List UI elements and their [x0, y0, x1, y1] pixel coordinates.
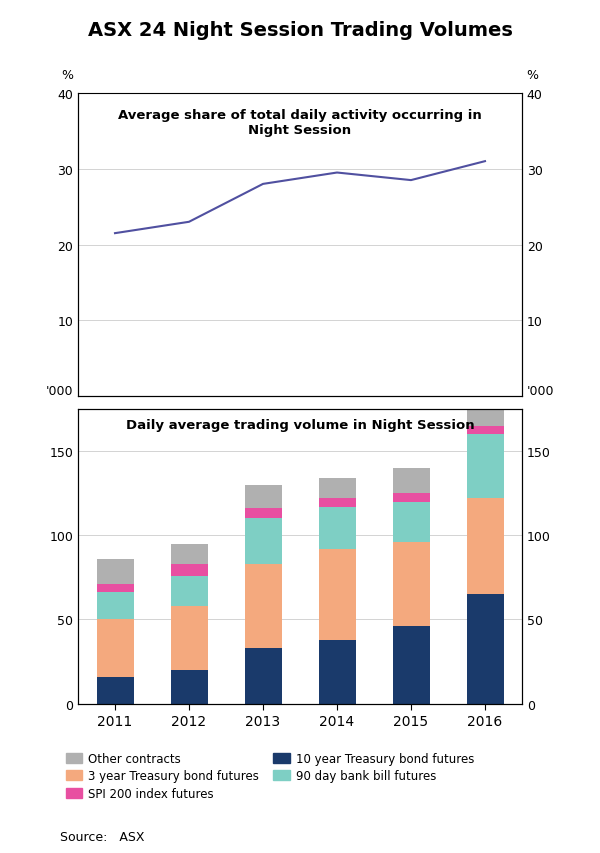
Bar [245, 564, 281, 648]
Bar [245, 519, 281, 564]
Bar [467, 498, 503, 595]
Bar [319, 640, 355, 704]
Bar [319, 498, 355, 507]
Bar [392, 502, 430, 543]
Bar [97, 584, 133, 593]
Bar [319, 479, 355, 498]
Text: ASX 24 Night Session Trading Volumes: ASX 24 Night Session Trading Volumes [88, 21, 512, 40]
Bar [467, 595, 503, 704]
Text: '000: '000 [526, 385, 554, 397]
Bar [392, 468, 430, 494]
Bar [319, 507, 355, 549]
Text: %: % [62, 69, 74, 82]
Bar [97, 619, 133, 676]
Bar [392, 626, 430, 704]
Bar [392, 543, 430, 626]
Bar [97, 676, 133, 704]
Bar [170, 564, 208, 576]
Text: '000: '000 [46, 385, 74, 397]
Bar [392, 494, 430, 502]
Bar [170, 606, 208, 670]
Bar [170, 576, 208, 606]
Bar [170, 670, 208, 704]
Bar [467, 426, 503, 435]
Text: Daily average trading volume in Night Session: Daily average trading volume in Night Se… [125, 418, 475, 432]
Text: Average share of total daily activity occurring in
Night Session: Average share of total daily activity oc… [118, 109, 482, 137]
Bar [245, 648, 281, 704]
Bar [245, 508, 281, 519]
Text: Source:   ASX: Source: ASX [60, 830, 145, 843]
Bar [467, 409, 503, 426]
Bar [467, 435, 503, 498]
Bar [97, 593, 133, 619]
Bar [319, 549, 355, 640]
Text: %: % [526, 69, 538, 82]
Legend: Other contracts, 3 year Treasury bond futures, SPI 200 index futures, 10 year Tr: Other contracts, 3 year Treasury bond fu… [66, 751, 474, 800]
Bar [97, 559, 133, 584]
Bar [170, 544, 208, 564]
Bar [245, 485, 281, 508]
